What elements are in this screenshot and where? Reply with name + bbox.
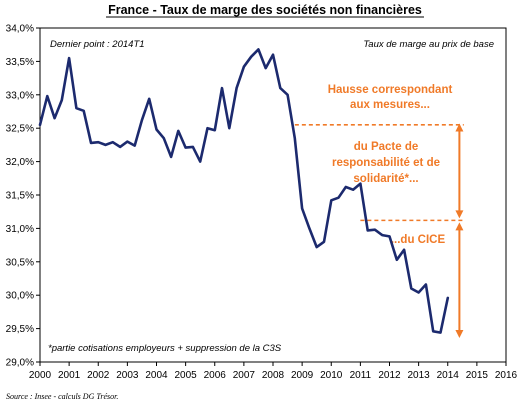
x-tick-label: 2001 — [58, 370, 81, 381]
x-tick-label: 2006 — [204, 370, 227, 381]
x-tick-label: 2014 — [437, 370, 460, 381]
x-tick-label: 2005 — [175, 370, 198, 381]
x-tick-label: 2003 — [116, 370, 139, 381]
cice-arrow — [455, 222, 464, 338]
x-tick-label: 2009 — [291, 370, 314, 381]
annotation-pacte-line-1: du Pacte de — [354, 141, 419, 153]
y-tick-label: 33,5% — [6, 57, 34, 68]
x-tick-label: 2000 — [29, 370, 52, 381]
y-tick-label: 32,0% — [6, 157, 34, 168]
x-tick-label: 2012 — [378, 370, 401, 381]
x-tick-label: 2008 — [262, 370, 285, 381]
series-line — [38, 48, 450, 334]
x-tick-label: 2015 — [466, 370, 489, 381]
footnote: *partie cotisations employeurs + suppres… — [48, 343, 282, 354]
plot-frame — [39, 27, 507, 363]
annotation-pacte-line-3: solidarité*... — [353, 173, 418, 185]
source-note: Source : Insee - calculs DG Trésor. — [6, 392, 118, 401]
y-tick-label: 29,5% — [6, 324, 34, 335]
x-tick-label: 2002 — [87, 370, 110, 381]
annotation-heading-line-1: Hausse correspondant — [328, 84, 453, 96]
y-tick-label: 30,0% — [6, 291, 34, 302]
x-tick-label: 2007 — [233, 370, 256, 381]
x-tick-label: 2013 — [408, 370, 431, 381]
last-point-label: Dernier point : 2014T1 — [50, 39, 145, 50]
y-tick-label: 30,5% — [6, 257, 34, 268]
chart-title: France - Taux de marge des sociétés non … — [108, 3, 422, 17]
y-tick-label: 32,5% — [6, 124, 34, 135]
y-tick-label: 34,0% — [6, 24, 34, 35]
y-axis: 29,0% 29,5% 30,0% 30,5% 31,0% 31,5% 32,0% 32,5%… — [6, 24, 40, 369]
x-tick-label: 2016 — [495, 370, 518, 381]
y-tick-label: 31,5% — [6, 191, 34, 202]
x-tick-label: 2011 — [350, 370, 372, 381]
series-group — [38, 48, 450, 334]
annotation-heading-line-2: aux mesures... — [350, 99, 430, 111]
y-tick-label: 31,0% — [6, 224, 34, 235]
x-tick-label: 2010 — [320, 370, 343, 381]
pacte-arrow — [455, 123, 464, 219]
x-tick-label: 2004 — [145, 370, 168, 381]
x-axis: 2000 2001 2002 2003 2004 2005 2006 2007 2008 2009… — [29, 362, 518, 381]
y-tick-label: 33,0% — [6, 90, 34, 101]
y-tick-label: 29,0% — [6, 358, 34, 369]
annotation-pacte-line-2: responsabilité et de — [332, 157, 440, 169]
annotation-cice-label: ...du CICE — [391, 234, 446, 246]
chart-subtitle: Taux de marge au prix de base — [363, 39, 494, 50]
annotations — [294, 123, 464, 338]
